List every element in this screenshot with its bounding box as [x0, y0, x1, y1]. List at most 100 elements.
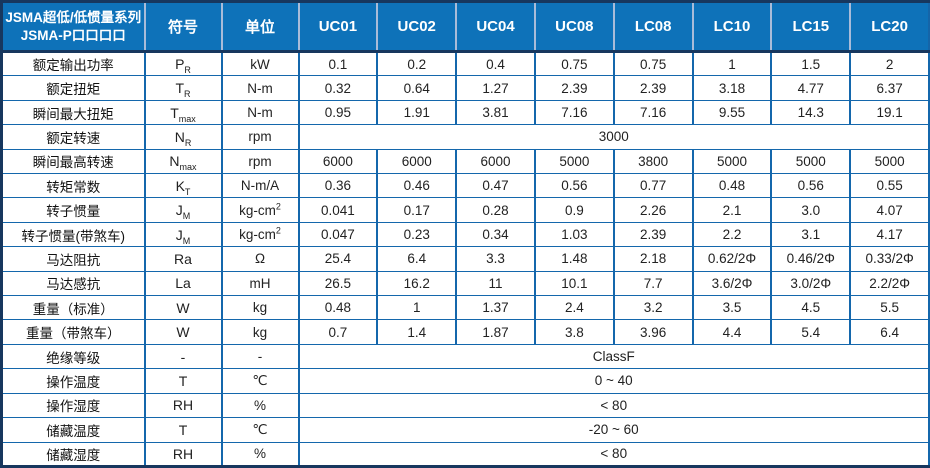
spec-value: 3.81 [455, 99, 536, 126]
spec-row: 储藏温度 T ℃ -20 ~ 60 [0, 417, 930, 443]
row-symbol: W [143, 295, 223, 321]
unit-superscript: 2 [275, 201, 281, 212]
symbol-text: W [176, 324, 190, 341]
spec-value: 3.0 [770, 197, 852, 223]
symbol-text: La [175, 275, 191, 292]
row-label: 转子惯量(带煞车) [0, 221, 146, 248]
spec-value: 6.4 [376, 246, 458, 272]
spec-value: 0.77 [612, 173, 694, 199]
spec-value: 2.1 [691, 197, 773, 223]
spec-value: 5000 [691, 148, 773, 175]
spec-value: 1.37 [455, 295, 536, 321]
row-label: 额定转速 [0, 124, 146, 150]
row-label: 操作温度 [0, 368, 146, 394]
spec-value: 4.5 [770, 295, 852, 321]
symbol-column-header: 符号 [144, 1, 223, 53]
symbol-subscript: R [184, 88, 191, 99]
spec-value: 6000 [376, 148, 458, 175]
symbol-text: J [175, 226, 183, 243]
symbol-subscript: T [184, 186, 191, 197]
row-symbol: NR [143, 124, 223, 150]
symbol-text: Ra [174, 250, 192, 267]
spec-row: 转子惯量 JM kg-cm2 0.041 0.17 0.28 0.9 2.26 2.1 3.0 4.… [0, 197, 930, 223]
spec-value: 11 [455, 270, 536, 297]
row-label: 重量（带煞车） [0, 319, 146, 345]
symbol-subscript: max [179, 162, 197, 173]
series-title: JSMA超低/低惯量系列 JSMA-P口口口口 [1, 1, 146, 53]
spec-row: 储藏湿度 RH% < 80 [0, 441, 930, 467]
spec-value: 2.2/2Φ [849, 270, 930, 297]
spec-table-header: JSMA超低/低惯量系列 JSMA-P口口口口 符号 单位 UC01 UC02 UC04 UC… [1, 1, 929, 53]
model-column-header-uc04: UC04 [456, 1, 536, 53]
symbol-text: W [176, 299, 190, 316]
spec-value: 3800 [612, 148, 694, 175]
row-label: 额定输出功率 [0, 50, 146, 77]
row-unit: N-m/A [220, 173, 300, 199]
spec-value: 0.48 [691, 173, 773, 199]
spec-value: 4.4 [691, 319, 773, 345]
series-title-line2: JSMA-P口口口口 [20, 27, 126, 43]
spec-value: 0.56 [770, 173, 852, 199]
spec-value: 0.62/2Φ [691, 246, 773, 272]
spec-value: 3.1 [770, 221, 852, 248]
spec-value: 0.75 [533, 50, 615, 77]
spec-value: 5.5 [849, 295, 930, 321]
row-unit: % [220, 392, 300, 419]
spec-value: 6000 [455, 148, 536, 175]
row-symbol: La [143, 270, 223, 297]
spec-value: 1.91 [376, 99, 458, 126]
row-label: 转子惯量 [0, 197, 146, 223]
row-unit: rpm [220, 124, 300, 150]
spec-value: 0.2 [376, 50, 458, 77]
spec-value: 0.55 [849, 173, 930, 199]
row-label: 额定扭矩 [0, 75, 146, 101]
spec-value: 1 [376, 295, 458, 321]
spec-value: 25.4 [297, 246, 379, 272]
unit-text: - [257, 349, 263, 365]
spec-value: 5000 [533, 148, 615, 175]
row-unit: kg [220, 319, 300, 345]
spec-value-span: -20 ~ 60 [297, 417, 930, 443]
model-column-header-lc20: LC20 [850, 1, 929, 53]
spec-value: 0.36 [297, 173, 379, 199]
spec-value: 0.041 [297, 197, 379, 223]
spec-value: 1.87 [455, 319, 536, 345]
symbol-text: - [180, 348, 186, 365]
spec-value: 4.17 [849, 221, 930, 248]
spec-value: 3.5 [691, 295, 773, 321]
symbol-text: P [175, 56, 185, 73]
row-unit: kW [220, 50, 300, 77]
row-unit: N-m [220, 75, 300, 101]
symbol-subscript: R [184, 65, 191, 75]
spec-value: 2.18 [612, 246, 694, 272]
row-label: 马达感抗 [0, 270, 146, 297]
spec-value: 0.95 [297, 99, 379, 126]
spec-value: 0.4 [455, 50, 536, 77]
spec-value: 19.1 [849, 99, 930, 126]
row-symbol: T [143, 368, 223, 394]
spec-value: 14.3 [770, 99, 852, 126]
symbol-text: N [169, 153, 180, 170]
row-symbol: Tmax [143, 99, 223, 126]
row-unit: ℃ [220, 417, 300, 443]
spec-value: 0.7 [297, 319, 379, 345]
spec-value: 0.17 [376, 197, 458, 223]
unit-text: kg-cm [239, 202, 276, 218]
row-symbol: Ra [143, 246, 223, 272]
spec-value: 0.46/2Φ [770, 246, 852, 272]
spec-value: 2.4 [533, 295, 615, 321]
spec-value: 1.5 [770, 50, 852, 77]
symbol-text: RH [172, 445, 194, 462]
row-unit: N-m [220, 99, 300, 126]
spec-table-body: 额定输出功率 PR kW 0.1 0.2 0.4 0.75 0.75 1 1.5 2 额定扭矩 TR N-… [0, 50, 930, 467]
header-row: JSMA超低/低惯量系列 JSMA-P口口口口 符号 单位 UC01 UC02 UC04 UC… [1, 1, 929, 53]
model-column-header-uc08: UC08 [534, 1, 615, 53]
spec-row: 转矩常数 KT N-m/A 0.36 0.46 0.47 0.56 0.77 0.48 0.56 0… [0, 173, 930, 199]
symbol-subscript: M [182, 235, 191, 246]
spec-value: 16.2 [376, 270, 458, 297]
spec-value: 5000 [770, 148, 852, 175]
spec-row: 额定扭矩 TR N-m 0.32 0.64 1.27 2.39 2.39 3.18 4.77 6.3… [0, 75, 930, 101]
spec-value: 0.56 [533, 173, 615, 199]
row-symbol: TR [143, 75, 223, 101]
